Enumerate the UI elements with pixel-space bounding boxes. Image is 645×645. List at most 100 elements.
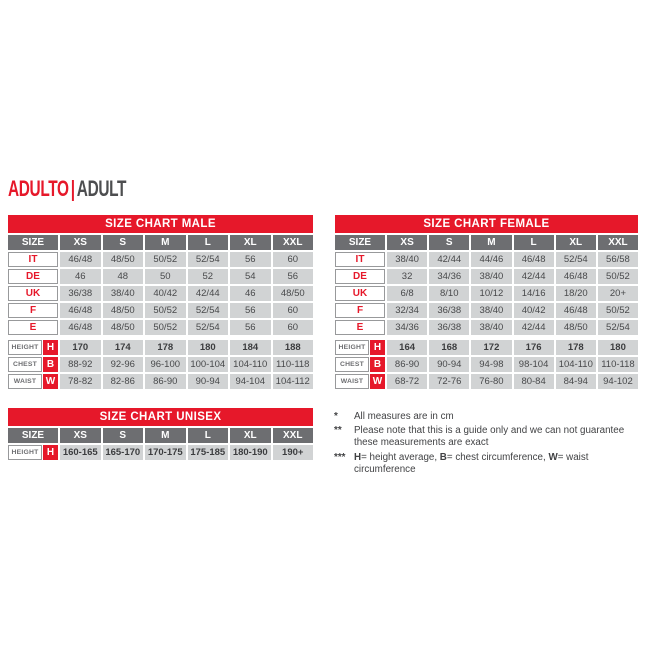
table-female-value-cell: 176	[513, 340, 554, 355]
table-male-value-cell: 170	[60, 340, 101, 355]
table-male-value-cell: 52/54	[187, 252, 228, 267]
table-female-value-cell: 36/38	[429, 303, 470, 318]
table-male-row-waist: WAIST W 78-82 82-86 86-90 90-94 94-104 104-112	[8, 374, 313, 389]
table-female-value-cell: 42/44	[513, 269, 554, 284]
table-female-value-cell: 40/42	[513, 303, 554, 318]
table-female-value-cell: 6/8	[387, 286, 428, 301]
table-unisex-value-cell: 165-170	[102, 445, 143, 460]
table-unisex-column-l: L	[187, 428, 228, 443]
table-male-label-uk: UK	[8, 286, 58, 301]
table-female-value-cell: 180	[597, 340, 639, 355]
footnote-segment: Please note that this is a guide only an…	[354, 425, 625, 449]
table-unisex-value-cell: 170-175	[145, 445, 186, 460]
table-male-size-header: SIZE	[8, 235, 58, 250]
table-female-label-f: F	[335, 303, 385, 318]
table-male-value-cell: 46/48	[60, 252, 101, 267]
table-female-value-cell: 34/36	[429, 269, 470, 284]
table-female-value-cell: 18/20	[555, 286, 596, 301]
footnote-3: *** H= height average, B= chest circumfer…	[334, 452, 642, 476]
table-male-value-cell: 46/48	[60, 303, 101, 318]
table-female-measure-badge-h: H	[370, 340, 385, 355]
table-female-value-cell: 38/40	[471, 320, 512, 335]
page-title-secondary: ADULT	[76, 176, 127, 201]
table-female-column-m: M	[471, 235, 512, 250]
table-unisex-column-xs: XS	[60, 428, 101, 443]
table-unisex-measure-name-height: HEIGHT	[8, 445, 42, 460]
table-male-measure-badge-w: W	[43, 374, 58, 389]
table-unisex-value-cell: 160-165	[60, 445, 101, 460]
table-female-value-cell: 44/46	[471, 252, 512, 267]
table-male-value-cell: 88-92	[60, 357, 101, 372]
table-male-value-cell: 100-104	[187, 357, 228, 372]
table-male-value-cell: 42/44	[187, 286, 228, 301]
table-male-row-e: E 46/48 48/50 50/52 52/54 56 60	[8, 320, 313, 335]
table-female-column-xs: XS	[387, 235, 428, 250]
table-male-column-xxl: XXL	[272, 235, 313, 250]
table-male-value-cell: 48	[102, 269, 143, 284]
table-female-size-header: SIZE	[335, 235, 385, 250]
table-male-value-cell: 54	[230, 269, 271, 284]
table-male-label-de: DE	[8, 269, 58, 284]
table-female-value-cell: 46/48	[555, 269, 596, 284]
table-female-value-cell: 90-94	[429, 357, 470, 372]
table-male-value-cell: 56	[230, 252, 271, 267]
table-female-value-cell: 46/48	[555, 303, 596, 318]
table-female-label-de: DE	[335, 269, 385, 284]
table-female-measure-label-height: HEIGHT H	[335, 340, 385, 355]
table-male-value-cell: 184	[230, 340, 271, 355]
table-male-value-cell: 96-100	[145, 357, 186, 372]
table-female-value-cell: 168	[429, 340, 470, 355]
table-male-value-cell: 110-118	[272, 357, 313, 372]
table-male-measure-label-waist: WAIST W	[8, 374, 58, 389]
table-male-measure-label-height: HEIGHT H	[8, 340, 58, 355]
table-unisex-measure-badge-h: H	[43, 445, 58, 460]
footnote-1: * All measures are in cm	[334, 411, 642, 423]
table-female-value-cell: 72-76	[429, 374, 470, 389]
table-female-value-cell: 32	[387, 269, 428, 284]
table-male-value-cell: 78-82	[60, 374, 101, 389]
table-male-value-cell: 60	[272, 303, 313, 318]
table-male-label-f: F	[8, 303, 58, 318]
table-female-value-cell: 10/12	[471, 286, 512, 301]
table-male-row-uk: UK 36/38 38/40 40/42 42/44 46 48/50	[8, 286, 313, 301]
table-female-row-waist: WAIST W 68-72 72-76 76-80 80-84 84-94 94-102	[335, 374, 639, 389]
footnote-2-text: Please note that this is a guide only an…	[354, 425, 642, 449]
footnote-segment: B	[439, 451, 447, 463]
table-male-measure-name-chest: CHEST	[8, 357, 42, 372]
footnotes: * All measures are in cm ** Please note tha…	[334, 411, 642, 478]
table-male-measure-name-height: HEIGHT	[8, 340, 42, 355]
table-female-value-cell: 48/50	[555, 320, 596, 335]
table-female-value-cell: 178	[555, 340, 596, 355]
footnote-segment: W	[548, 451, 558, 463]
table-unisex-size-header: SIZE	[8, 428, 58, 443]
table-female-value-cell: 84-94	[555, 374, 596, 389]
size-chart-unisex-table: SIZE CHART UNISEX SIZE XS S M L XL XXL HEIGHT H 16…	[8, 408, 313, 460]
table-male-value-cell: 180	[187, 340, 228, 355]
table-male-column-header-row: SIZE XS S M L XL XXL	[8, 235, 313, 250]
table-female-value-cell: 56/58	[597, 252, 639, 267]
table-male-measure-badge-b: B	[43, 357, 58, 372]
table-male-value-cell: 92-96	[102, 357, 143, 372]
page-title-divider: |	[70, 176, 75, 201]
size-chart-female-table: SIZE CHART FEMALE SIZE XS S M L XL XXL IT 38/40 42…	[335, 215, 639, 389]
table-female-value-cell: 50/52	[597, 269, 639, 284]
table-unisex-column-m: M	[145, 428, 186, 443]
table-female-column-l: L	[513, 235, 554, 250]
table-female-measure-label-chest: CHEST B	[335, 357, 385, 372]
table-male-column-m: M	[145, 235, 186, 250]
table-female-value-cell: 76-80	[471, 374, 512, 389]
table-male-value-cell: 48/50	[102, 320, 143, 335]
table-male-row-height: HEIGHT H 170 174 178 180 184 188	[8, 340, 313, 355]
table-male-value-cell: 46/48	[60, 320, 101, 335]
table-male-value-cell: 94-104	[230, 374, 271, 389]
table-male-measure-badge-h: H	[43, 340, 58, 355]
table-male-value-cell: 48/50	[102, 303, 143, 318]
table-female-value-cell: 14/16	[513, 286, 554, 301]
table-female-measure-label-waist: WAIST W	[335, 374, 385, 389]
table-female-value-cell: 52/54	[555, 252, 596, 267]
table-male-measure-name-waist: WAIST	[8, 374, 42, 389]
table-male-value-cell: 52/54	[187, 303, 228, 318]
table-male-value-cell: 90-94	[187, 374, 228, 389]
table-male-value-cell: 86-90	[145, 374, 186, 389]
table-male-label-e: E	[8, 320, 58, 335]
